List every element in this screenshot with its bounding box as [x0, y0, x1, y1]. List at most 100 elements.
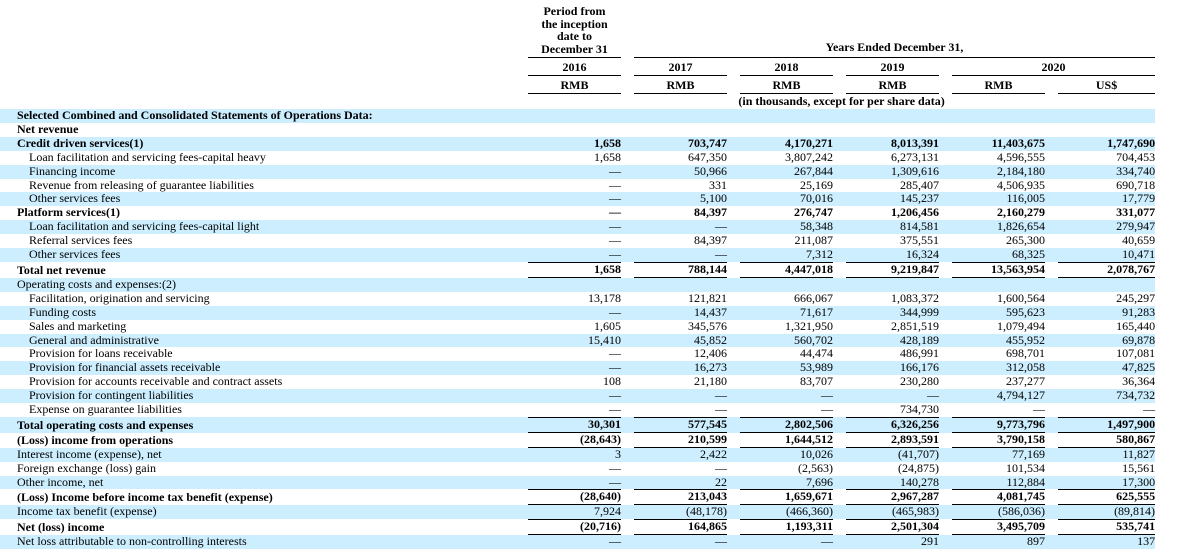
cell-value: 7,312 [806, 247, 833, 262]
cell-value: (465,983) [892, 504, 939, 519]
cell-value: (20,716) [528, 519, 621, 536]
cell-value: — [609, 388, 621, 403]
cell-value: 70,016 [800, 191, 833, 206]
table-row: Operating costs and expenses:(2) [0, 277, 1156, 292]
cell-value: 2,851,519 [891, 318, 939, 333]
cell-value: 647,350 [688, 149, 727, 164]
cell-value: 165,440 [1116, 318, 1156, 333]
cell-value: 16,324 [906, 247, 939, 262]
table-row: General and administrative 15,410 45,852 56… [0, 333, 1156, 348]
cell-value: 577,545 [634, 416, 727, 433]
cell-value [634, 123, 727, 137]
row-label: Provision for loans receivable [29, 347, 173, 361]
cell-value: 91,283 [1122, 304, 1156, 319]
cell-value [740, 278, 833, 292]
currency-label: RMB [952, 76, 1045, 94]
cell-value: 276,747 [794, 205, 833, 220]
cell-value: 2,893,591 [846, 432, 939, 448]
row-label: Facilitation, origination and servicing [29, 291, 210, 305]
cell-value: 2,501,304 [846, 519, 939, 536]
table-row: Provision for accounts receivable and co… [0, 374, 1156, 389]
row-label: Revenue from releasing of guarantee liab… [29, 178, 254, 192]
cell-value: — [609, 360, 621, 375]
cell-value: 6,326,256 [846, 416, 939, 433]
cell-value: 1,309,616 [891, 163, 939, 178]
cell-value: 36,364 [1122, 374, 1156, 389]
row-label: Net loss attributable to non-controlling… [17, 535, 247, 549]
table-row: Net revenue [0, 123, 1155, 137]
cell-value: 3,790,158 [952, 432, 1045, 448]
table-row: Net loss attributable to non-controlling… [0, 534, 1156, 549]
table-row: Facilitation, origination and servicing 1… [0, 290, 1156, 306]
period-header-line: date to [557, 29, 592, 43]
cell-value: 13,178 [588, 290, 621, 305]
cell-value: 331 [709, 177, 727, 192]
cell-value: 10,026 [800, 446, 833, 461]
cell-value: 213,043 [634, 489, 727, 506]
row-label: Total operating costs and expenses [17, 417, 194, 432]
cell-value: 14,437 [694, 304, 727, 319]
cell-value: 666,067 [794, 290, 833, 305]
cell-value: 595,623 [1006, 304, 1045, 319]
cell-value: 50,966 [694, 163, 727, 178]
cell-value: 690,718 [1116, 177, 1156, 192]
cell-value: 71,617 [800, 304, 833, 319]
cell-value: 22 [715, 474, 727, 489]
cell-value: 107,081 [1116, 346, 1156, 361]
cell-value: — [821, 388, 833, 403]
cell-value: 1,659,671 [740, 489, 833, 506]
cell-value: 4,170,271 [785, 135, 833, 150]
cell-value: — [715, 534, 727, 549]
cell-value: 4,596,555 [997, 149, 1045, 164]
cell-value: 84,397 [694, 205, 727, 220]
header-row-note: (in thousands, except for per share data… [0, 94, 1155, 109]
cell-value: 13,563,954 [952, 261, 1045, 278]
years-header-cell: Years Ended December 31, [621, 0, 1156, 58]
currency-label: RMB [528, 76, 621, 94]
period-header-line: the inception [541, 16, 608, 31]
cell-value: — [609, 191, 621, 206]
cell-value [952, 123, 1045, 137]
cell-value: 245,297 [1116, 290, 1156, 305]
cell-value [1058, 123, 1155, 137]
cell-value: 10,471 [1122, 247, 1156, 262]
cell-value: 25,169 [800, 177, 833, 192]
cell-value: 1,658 [528, 261, 621, 278]
cell-value: (24,875) [898, 460, 939, 475]
period-header-cell: Period from the inception date to Decemb… [515, 0, 621, 58]
cell-value: 7,924 [594, 504, 621, 519]
table-row: Other services fees — — 7,312 16,324 68,325 10… [0, 247, 1156, 262]
cell-value: — [715, 460, 727, 475]
cell-value: 2,160,279 [997, 205, 1045, 220]
table-row: Loan facilitation and servicing fees-cap… [0, 219, 1156, 235]
header-spacer [0, 0, 515, 58]
row-label: Sales and marketing [29, 319, 127, 333]
cell-value: 137 [1137, 534, 1156, 549]
cell-value: 734,730 [900, 402, 939, 417]
year-label-2018: 2018 [740, 58, 833, 76]
row-label: Provision for contingent liabilities [29, 389, 194, 403]
cell-value: 230,280 [900, 374, 939, 389]
table-row: Referral services fees — 84,397 211,087 375,… [0, 233, 1155, 248]
cell-value: — [609, 474, 621, 489]
cell-value: (48,178) [686, 504, 727, 519]
cell-value: 1,658 [594, 149, 621, 164]
row-label: Provision for financial assets receivabl… [29, 361, 221, 375]
cell-value: 535,741 [1058, 519, 1156, 536]
cell-value: 68,325 [1012, 247, 1045, 262]
cell-value: 53,989 [800, 360, 833, 375]
row-label: Interest income (expense), net [17, 447, 162, 461]
cell-value: 1,497,900 [1058, 416, 1156, 433]
row-label: Other income, net [17, 475, 104, 489]
row-label: Foreign exchange (loss) gain [17, 461, 156, 475]
table-row: (Loss) Income before income tax benefit … [0, 489, 1156, 506]
row-label: Provision for accounts receivable and co… [29, 375, 283, 389]
row-label: Financing income [29, 164, 116, 178]
cell-value: 704,453 [1116, 149, 1156, 164]
cell-value: 1,193,311 [740, 519, 833, 536]
cell-value: — [609, 402, 621, 417]
cell-value: 2,422 [700, 446, 727, 461]
period-header-line: December 31 [541, 41, 608, 56]
cell-value: 1,658 [594, 135, 621, 150]
cell-value: 17,779 [1122, 191, 1156, 206]
